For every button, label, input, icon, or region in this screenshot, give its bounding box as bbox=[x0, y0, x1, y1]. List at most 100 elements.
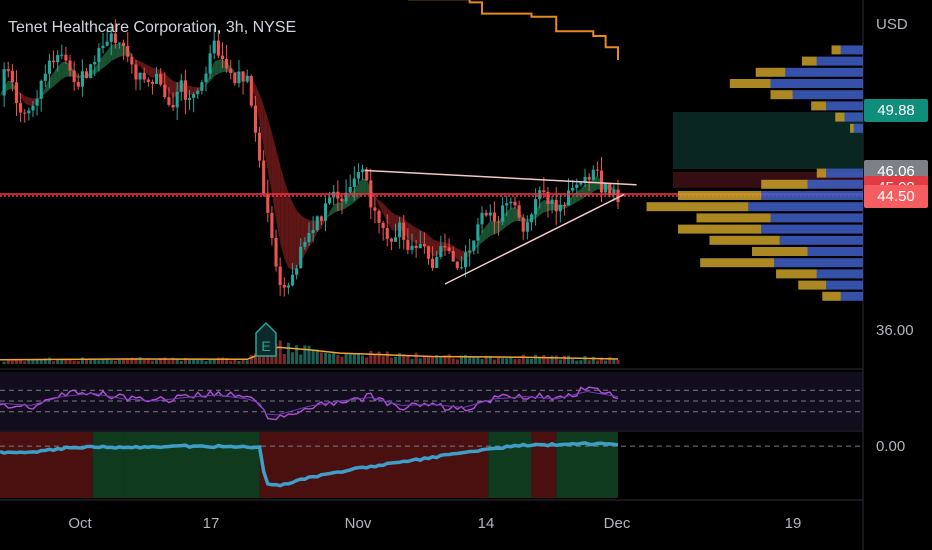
volume-profile-down bbox=[770, 90, 793, 100]
ribbon-segment bbox=[255, 84, 260, 123]
volume-average-line bbox=[0, 346, 619, 361]
volume-bar bbox=[216, 357, 220, 364]
ribbon-segment bbox=[168, 77, 174, 98]
candle-body bbox=[323, 203, 328, 221]
candle-body bbox=[459, 267, 463, 269]
volume-profile-up bbox=[826, 168, 863, 178]
candle-body bbox=[410, 245, 414, 250]
volume-bar bbox=[583, 356, 587, 364]
candle-body bbox=[558, 204, 562, 212]
candle-body bbox=[233, 72, 237, 84]
candle-body bbox=[138, 72, 142, 80]
candle-body bbox=[200, 82, 204, 91]
volume-bar bbox=[84, 359, 89, 364]
candle-body bbox=[196, 90, 200, 95]
volume-bar bbox=[303, 345, 307, 364]
volume-profile-down bbox=[700, 258, 775, 268]
volume-bar bbox=[307, 345, 311, 364]
volume-bar bbox=[459, 355, 463, 364]
volume-bar bbox=[373, 354, 377, 364]
candle-body bbox=[579, 182, 583, 185]
ribbon-segment bbox=[350, 189, 355, 206]
ribbon-segment bbox=[333, 202, 338, 214]
volume-profile-up bbox=[853, 123, 863, 133]
candle-body bbox=[113, 33, 117, 43]
volume-bar bbox=[179, 360, 183, 364]
candle-body bbox=[245, 75, 249, 82]
symbol-title[interactable]: Tenet Healthcare Corporation, 3h, NYSE bbox=[8, 19, 297, 36]
candle-body bbox=[571, 187, 575, 191]
candle-body bbox=[167, 97, 171, 105]
target-zone bbox=[673, 111, 863, 170]
volume-profile-up bbox=[807, 179, 863, 189]
volume-profile-up bbox=[770, 79, 863, 88]
candle-body bbox=[68, 60, 72, 71]
candle-body bbox=[97, 48, 101, 62]
volume-bar bbox=[616, 359, 620, 364]
candle-body bbox=[418, 244, 422, 249]
volume-profile-down bbox=[678, 224, 762, 234]
volume-bar bbox=[14, 359, 19, 364]
volume-bar bbox=[109, 360, 113, 364]
ribbon-segment bbox=[148, 65, 153, 78]
volume-bar bbox=[253, 353, 257, 364]
candle-body bbox=[19, 103, 23, 113]
volume-bar bbox=[501, 358, 505, 364]
candle-body bbox=[513, 201, 517, 206]
volume-bar bbox=[604, 360, 608, 364]
volume-bar bbox=[439, 357, 443, 364]
volume-bar bbox=[229, 360, 233, 364]
candle-body bbox=[426, 246, 431, 259]
volume-profile-up bbox=[826, 101, 863, 111]
volume-bar bbox=[534, 354, 538, 364]
volume-bar bbox=[43, 358, 47, 364]
candle-body bbox=[583, 176, 587, 183]
candle-body bbox=[155, 73, 159, 84]
volume-profile-down bbox=[835, 112, 845, 122]
volume-profile-down bbox=[709, 235, 780, 245]
volume-bar bbox=[348, 353, 352, 364]
volume-bar bbox=[39, 358, 43, 364]
candle-body bbox=[142, 72, 146, 80]
candle-body bbox=[608, 183, 612, 196]
volume-bar bbox=[23, 361, 27, 364]
candle-body bbox=[377, 210, 381, 223]
volume-profile-up bbox=[774, 258, 863, 268]
volume-bar bbox=[270, 350, 274, 364]
candle-body bbox=[492, 212, 496, 222]
volume-bar bbox=[117, 359, 122, 364]
volume-bar bbox=[138, 357, 142, 364]
ribbon-segment bbox=[490, 221, 495, 237]
candle-body bbox=[591, 169, 595, 180]
ribbon-segment bbox=[8, 80, 13, 90]
candle-body bbox=[604, 183, 608, 193]
ribbon-segment bbox=[416, 227, 421, 244]
volume-bar bbox=[175, 358, 179, 364]
candle-body bbox=[295, 268, 299, 275]
ribbon-segment bbox=[135, 59, 141, 67]
ribbon-segment bbox=[103, 50, 108, 68]
candle-body bbox=[554, 199, 558, 212]
rsi-average-line bbox=[0, 390, 619, 416]
volume-bar bbox=[64, 358, 68, 364]
candle-body bbox=[398, 222, 402, 238]
volume-profile-up bbox=[748, 202, 863, 212]
ribbon-segment bbox=[276, 148, 281, 243]
volume-bar bbox=[356, 354, 360, 364]
volume-bar bbox=[542, 355, 546, 364]
volume-bar bbox=[200, 359, 204, 364]
currency-label[interactable]: USD bbox=[876, 16, 908, 33]
ribbon-segment bbox=[379, 200, 384, 214]
volume-bar bbox=[546, 357, 550, 364]
volume-bar bbox=[451, 358, 455, 364]
candle-body bbox=[361, 169, 365, 173]
volume-bar bbox=[60, 359, 64, 364]
volume-bar bbox=[365, 357, 369, 364]
triangle-trendline bbox=[364, 169, 637, 186]
candle-body bbox=[262, 160, 266, 194]
volume-profile-down bbox=[678, 191, 762, 200]
rsi-line bbox=[0, 386, 619, 421]
ribbon-segment bbox=[473, 241, 478, 251]
candle-body bbox=[270, 212, 274, 239]
